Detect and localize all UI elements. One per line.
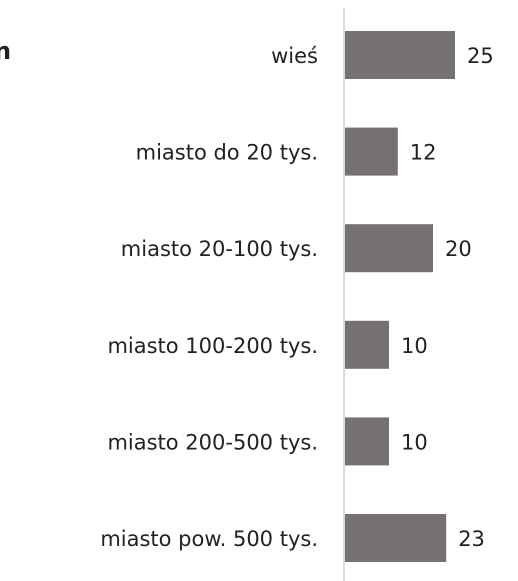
value-label: 10 bbox=[401, 430, 428, 454]
category-label: miasto 20-100 tys. bbox=[121, 237, 318, 261]
category-label: miasto do 20 tys. bbox=[136, 141, 318, 165]
bar bbox=[345, 224, 433, 273]
bar bbox=[345, 31, 455, 79]
value-label: 23 bbox=[458, 527, 485, 551]
category-label: wieś bbox=[271, 44, 318, 68]
bar bbox=[345, 514, 447, 562]
bar bbox=[345, 320, 389, 369]
bar bbox=[345, 127, 398, 176]
value-label: 25 bbox=[467, 44, 494, 68]
value-label: 20 bbox=[445, 237, 472, 261]
category-label: miasto pow. 500 tys. bbox=[100, 527, 318, 551]
bar bbox=[345, 417, 389, 466]
category-label: miasto 200-500 tys. bbox=[107, 430, 318, 454]
category-label: miasto 100-200 tys. bbox=[107, 334, 318, 358]
value-label: 12 bbox=[410, 141, 437, 165]
chart-title: n bbox=[0, 37, 11, 65]
value-label: 10 bbox=[401, 334, 428, 358]
